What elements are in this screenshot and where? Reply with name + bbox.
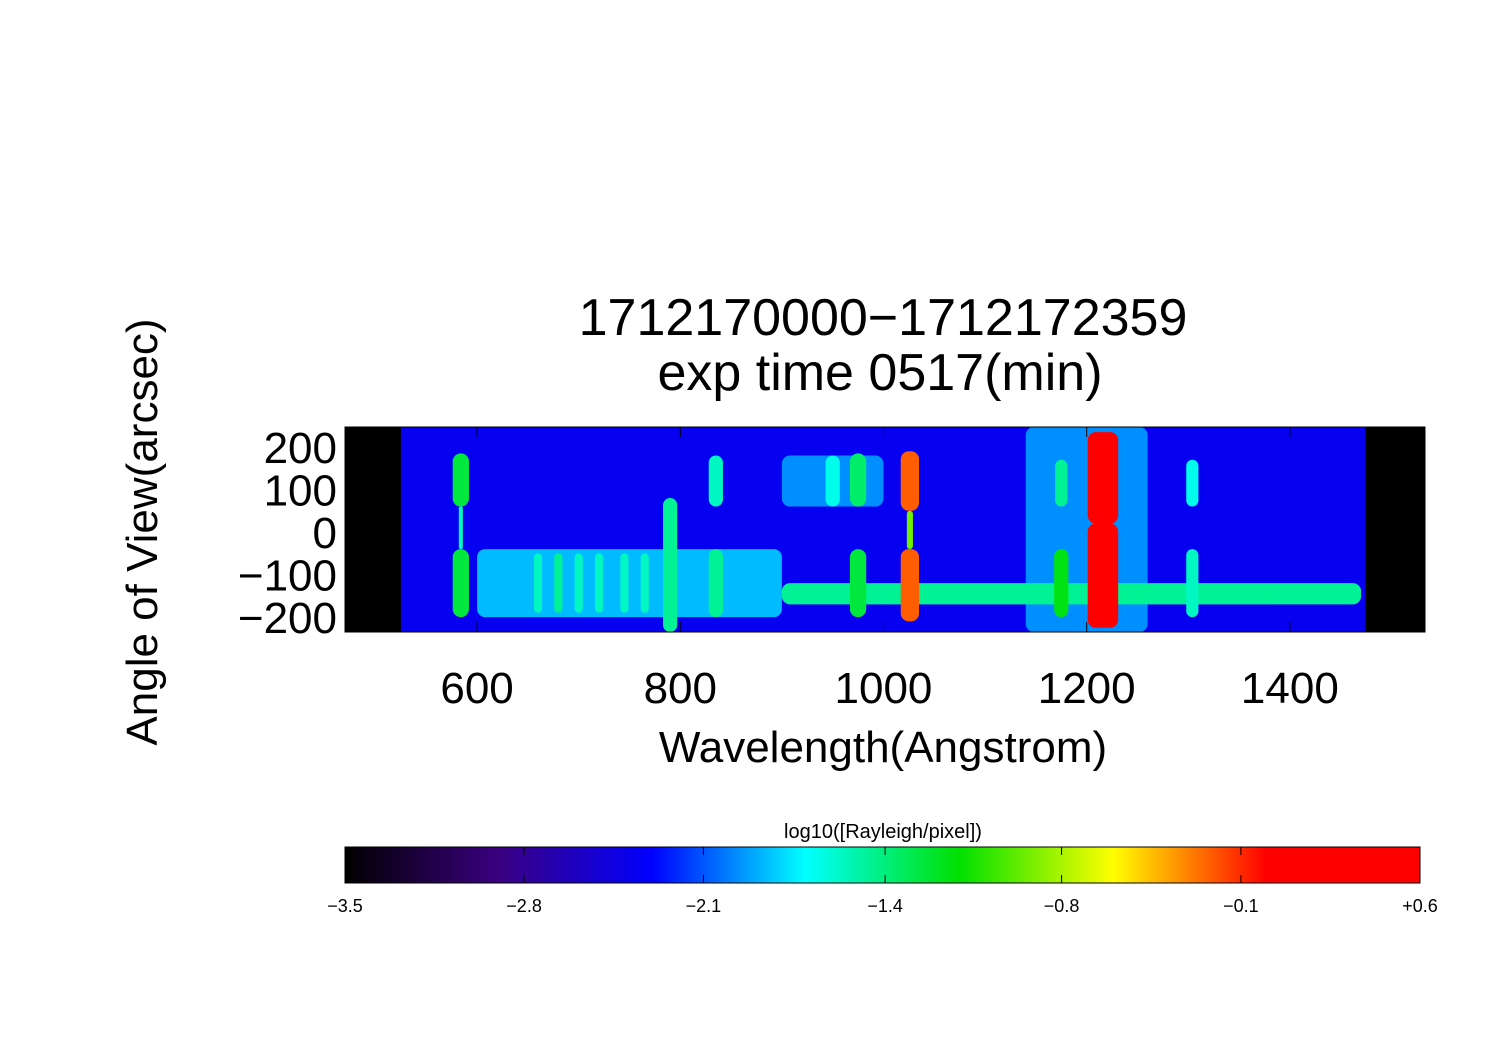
heatmap-feature bbox=[1186, 549, 1199, 618]
heatmap-feature bbox=[594, 553, 604, 613]
y-tick-label: 100 bbox=[264, 467, 337, 516]
plot-frame bbox=[344, 426, 1426, 633]
heatmap-feature bbox=[849, 549, 867, 618]
heatmap-feature bbox=[906, 510, 913, 550]
heatmap-feature bbox=[574, 553, 583, 613]
heatmap-feature bbox=[708, 455, 723, 507]
heatmap-feature bbox=[1054, 549, 1069, 618]
chart-title: 1712170000−1712172359 bbox=[579, 289, 1188, 347]
heatmap-feature bbox=[781, 583, 1361, 605]
colorbar-label: log10([Rayleigh/pixel]) bbox=[784, 821, 982, 843]
heatmap-feature bbox=[1055, 459, 1068, 507]
colorbar-tick-label: −0.8 bbox=[1044, 896, 1080, 916]
y-tick-label: −100 bbox=[238, 552, 337, 601]
heatmap-feature bbox=[620, 553, 629, 613]
heatmap-feature bbox=[663, 498, 678, 632]
heatmap-feature bbox=[1087, 432, 1119, 524]
x-tick-label: 800 bbox=[644, 664, 717, 713]
heatmap-feature bbox=[458, 506, 463, 550]
colorbar-tick-label: −2.1 bbox=[686, 896, 722, 916]
colorbar bbox=[344, 846, 1421, 884]
y-axis-label: Angle of View(arcsec) bbox=[118, 318, 167, 745]
heatmap-feature bbox=[708, 549, 723, 618]
heatmap-feature bbox=[452, 453, 469, 507]
heatmap-feature bbox=[640, 553, 649, 613]
y-tick-label: −200 bbox=[238, 594, 337, 643]
x-tick-label: 1400 bbox=[1241, 664, 1339, 713]
heatmap-feature bbox=[1087, 523, 1119, 628]
heatmap bbox=[345, 427, 1425, 632]
colorbar-tick-label: −3.5 bbox=[327, 896, 363, 916]
heatmap-feature bbox=[1186, 459, 1199, 507]
colorbar-tick-label: +0.6 bbox=[1402, 896, 1438, 916]
colorbar-tick-label: −1.4 bbox=[867, 896, 903, 916]
heatmap-feature bbox=[825, 455, 840, 507]
heatmap-feature bbox=[554, 553, 563, 613]
x-axis-label: Wavelength(Angstrom) bbox=[659, 723, 1107, 772]
y-tick-label: 0 bbox=[313, 509, 337, 558]
x-tick-label: 1200 bbox=[1038, 664, 1136, 713]
heatmap-feature bbox=[900, 549, 920, 622]
heatmap-feature bbox=[900, 451, 920, 511]
heatmap-feature bbox=[452, 549, 469, 618]
heatmap-feature bbox=[477, 549, 782, 618]
heatmap-feature bbox=[533, 553, 543, 613]
chart-subtitle: exp time 0517(min) bbox=[657, 344, 1102, 402]
x-tick-label: 1000 bbox=[835, 664, 933, 713]
x-tick-label: 600 bbox=[440, 664, 513, 713]
y-tick-label: 200 bbox=[264, 424, 337, 473]
colorbar-tick-label: −0.1 bbox=[1223, 896, 1259, 916]
colorbar-tick-label: −2.8 bbox=[506, 896, 542, 916]
heatmap-feature bbox=[849, 453, 867, 507]
